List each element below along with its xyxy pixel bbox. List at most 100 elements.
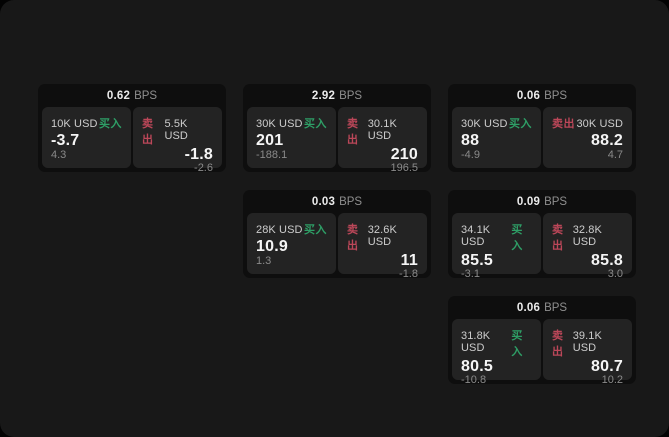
sell-panel-header: 卖出 30.1K USD xyxy=(347,115,418,147)
quote-card: 0.09 BPS 34.1K USD 买入 85.5 -3.1 卖出 32.8K… xyxy=(448,190,636,280)
buy-price-value: 80.5 xyxy=(461,358,493,375)
sell-side-label: 卖出 xyxy=(347,118,359,146)
card-header: 0.09 BPS xyxy=(452,190,632,213)
card-slot: 0.09 BPS 34.1K USD 买入 85.5 -3.1 卖出 32.8K… xyxy=(448,190,636,280)
buy-price-value: 88 xyxy=(461,131,480,149)
buy-panel-header: 30K USD 买入 xyxy=(461,115,532,131)
quote-panels: 31.8K USD 买入 80.5 -10.8 卖出 39.1K USD 80.… xyxy=(452,319,632,386)
bps-value: 0.03 xyxy=(311,195,336,208)
card-header: 0.03 BPS xyxy=(247,190,427,213)
bps-unit-label: BPS xyxy=(339,195,363,208)
sell-quote-panel[interactable]: 卖出 5.5K USD -1.8 -2.6 xyxy=(133,107,222,174)
sell-panel-header: 卖出 32.8K USD xyxy=(552,221,623,253)
buy-panel-header: 28K USD 买入 xyxy=(256,221,327,237)
buy-sub-value: 4.3 xyxy=(51,149,67,161)
card-slot: 0.06 BPS 30K USD 买入 88 -4.9 卖出 30K USD 8… xyxy=(448,84,636,172)
quote-panels: 30K USD 买入 88 -4.9 卖出 30K USD 88.2 4.7 xyxy=(452,107,632,168)
sell-sub-value: -2.6 xyxy=(194,162,213,174)
buy-sub-value: -10.8 xyxy=(461,374,487,386)
sell-quote-panel[interactable]: 卖出 39.1K USD 80.7 10.2 xyxy=(543,319,632,386)
bps-value: 2.92 xyxy=(311,89,336,102)
bps-unit-label: BPS xyxy=(339,89,363,102)
sell-size-label: 30.1K USD xyxy=(367,118,397,142)
buy-quote-panel[interactable]: 30K USD 买入 201 -188.1 xyxy=(247,107,336,168)
sell-quote-panel[interactable]: 卖出 30.1K USD 210 196.5 xyxy=(338,107,427,174)
quote-card: 0.03 BPS 28K USD 买入 10.9 1.3 卖出 32.6K US… xyxy=(243,190,431,280)
buy-price-value: 10.9 xyxy=(256,237,288,255)
bps-unit-label: BPS xyxy=(544,195,568,208)
bps-value: 0.62 xyxy=(106,89,131,102)
sell-size-label: 39.1K USD xyxy=(572,330,602,354)
sell-side-label: 卖出 xyxy=(142,118,154,146)
sell-price-value: 88.2 xyxy=(591,131,623,149)
buy-size-label: 28K USD xyxy=(256,224,303,236)
sell-size-label: 30K USD xyxy=(576,118,623,130)
card-slot: 0.06 BPS 31.8K USD 买入 80.5 -10.8 卖出 39.1… xyxy=(448,296,636,386)
card-header: 0.06 BPS xyxy=(452,296,632,319)
buy-quote-panel[interactable]: 34.1K USD 买入 85.5 -3.1 xyxy=(452,213,541,280)
quote-panels: 30K USD 买入 201 -188.1 卖出 30.1K USD 210 1… xyxy=(247,107,427,174)
buy-panel-header: 10K USD 买入 xyxy=(51,115,122,131)
buy-sub-value: -3.1 xyxy=(461,268,480,280)
card-header: 0.06 BPS xyxy=(452,84,632,107)
quote-card: 0.06 BPS 30K USD 买入 88 -4.9 卖出 30K USD 8… xyxy=(448,84,636,172)
buy-quote-panel[interactable]: 10K USD 买入 -3.7 4.3 xyxy=(42,107,131,168)
buy-quote-panel[interactable]: 30K USD 买入 88 -4.9 xyxy=(452,107,541,168)
sell-side-label: 卖出 xyxy=(347,224,359,252)
sell-sub-value: 196.5 xyxy=(390,162,418,174)
sell-side-label: 卖出 xyxy=(552,118,575,130)
buy-sub-value: -188.1 xyxy=(256,149,288,161)
bps-value: 0.09 xyxy=(516,195,541,208)
buy-quote-panel[interactable]: 31.8K USD 买入 80.5 -10.8 xyxy=(452,319,541,386)
sell-sub-value: 4.7 xyxy=(607,149,623,161)
buy-size-label: 30K USD xyxy=(461,118,508,130)
sell-panel-header: 卖出 32.6K USD xyxy=(347,221,418,253)
buy-side-label: 买入 xyxy=(511,330,523,358)
buy-size-label: 30K USD xyxy=(256,118,303,130)
sell-quote-panel[interactable]: 卖出 32.8K USD 85.8 3.0 xyxy=(543,213,632,280)
buy-price-value: 85.5 xyxy=(461,252,493,269)
buy-size-label: 10K USD xyxy=(51,118,98,130)
card-slot: 0.03 BPS 28K USD 买入 10.9 1.3 卖出 32.6K US… xyxy=(243,190,431,280)
bps-unit-label: BPS xyxy=(134,89,158,102)
quote-panels: 28K USD 买入 10.9 1.3 卖出 32.6K USD 11 -1.8 xyxy=(247,213,427,280)
sell-quote-panel[interactable]: 卖出 32.6K USD 11 -1.8 xyxy=(338,213,427,280)
buy-side-label: 买入 xyxy=(511,224,523,252)
buy-panel-header: 30K USD 买入 xyxy=(256,115,327,131)
sell-price-value: 80.7 xyxy=(591,358,623,375)
buy-price-value: -3.7 xyxy=(51,131,80,149)
sell-panel-header: 卖出 30K USD xyxy=(552,115,623,131)
sell-sub-value: 3.0 xyxy=(607,268,623,280)
quote-panels: 34.1K USD 买入 85.5 -3.1 卖出 32.8K USD 85.8… xyxy=(452,213,632,280)
quote-cards-grid: 0.62 BPS 10K USD 买入 -3.7 4.3 卖出 5.5K USD… xyxy=(38,84,636,386)
card-header: 0.62 BPS xyxy=(42,84,222,107)
sell-sub-value: 10.2 xyxy=(601,374,623,386)
sell-size-label: 32.6K USD xyxy=(367,224,397,248)
bps-unit-label: BPS xyxy=(544,301,568,314)
buy-side-label: 买入 xyxy=(304,224,327,236)
buy-sub-value: -4.9 xyxy=(461,149,480,161)
bps-unit-label: BPS xyxy=(544,89,568,102)
sell-side-label: 卖出 xyxy=(552,330,564,358)
sell-sub-value: -1.8 xyxy=(399,268,418,280)
bps-value: 0.06 xyxy=(516,89,541,102)
sell-panel-header: 卖出 5.5K USD xyxy=(142,115,213,147)
buy-side-label: 买入 xyxy=(509,118,532,130)
sell-price-value: 85.8 xyxy=(591,252,623,269)
sell-price-value: 210 xyxy=(390,146,418,163)
buy-panel-header: 31.8K USD 买入 xyxy=(461,327,532,359)
quote-card: 0.06 BPS 31.8K USD 买入 80.5 -10.8 卖出 39.1… xyxy=(448,296,636,386)
buy-quote-panel[interactable]: 28K USD 买入 10.9 1.3 xyxy=(247,213,336,274)
card-header: 2.92 BPS xyxy=(247,84,427,107)
quote-card: 0.62 BPS 10K USD 买入 -3.7 4.3 卖出 5.5K USD… xyxy=(38,84,226,174)
card-slot: 2.92 BPS 30K USD 买入 201 -188.1 卖出 30.1K … xyxy=(243,84,431,174)
sell-price-value: 11 xyxy=(400,252,418,269)
buy-side-label: 买入 xyxy=(304,118,327,130)
sell-price-value: -1.8 xyxy=(184,146,213,163)
sell-panel-header: 卖出 39.1K USD xyxy=(552,327,623,359)
sell-quote-panel[interactable]: 卖出 30K USD 88.2 4.7 xyxy=(543,107,632,168)
card-slot: 0.62 BPS 10K USD 买入 -3.7 4.3 卖出 5.5K USD… xyxy=(38,84,226,174)
quote-panels: 10K USD 买入 -3.7 4.3 卖出 5.5K USD -1.8 -2.… xyxy=(42,107,222,174)
buy-side-label: 买入 xyxy=(99,118,122,130)
